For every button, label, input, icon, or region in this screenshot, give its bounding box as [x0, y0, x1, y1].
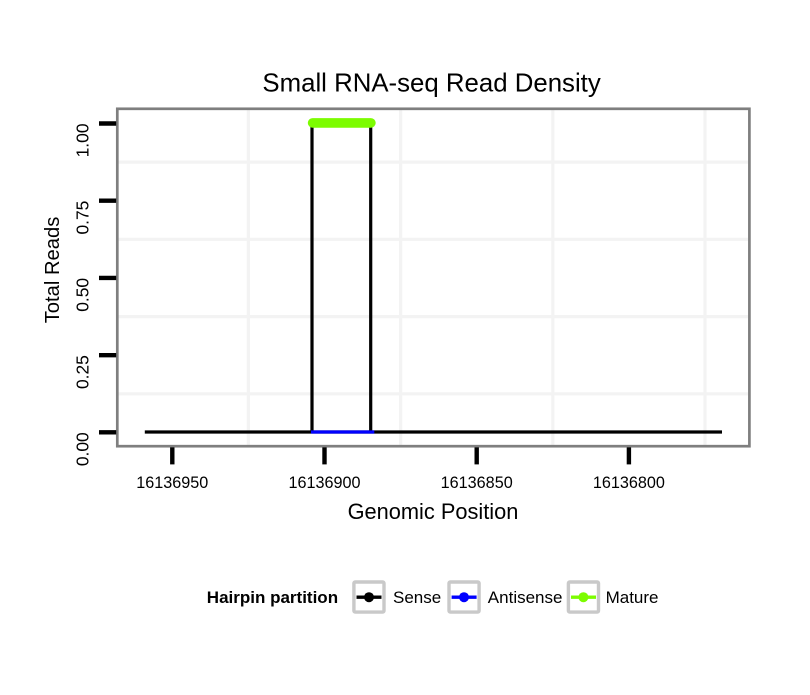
svg-text:16136850: 16136850 [441, 474, 513, 492]
svg-text:0.75: 0.75 [72, 201, 92, 235]
svg-text:Mature: Mature [606, 588, 659, 607]
svg-text:Antisense: Antisense [488, 588, 563, 607]
svg-text:16136950: 16136950 [136, 474, 208, 492]
svg-text:0.50: 0.50 [72, 278, 92, 312]
svg-text:Small RNA-seq Read Density: Small RNA-seq Read Density [262, 70, 600, 98]
svg-text:Hairpin partition: Hairpin partition [207, 588, 338, 607]
svg-text:16136800: 16136800 [593, 474, 665, 492]
svg-text:16136900: 16136900 [288, 474, 360, 492]
svg-text:0.25: 0.25 [72, 355, 92, 389]
svg-text:Total Reads: Total Reads [42, 217, 64, 324]
svg-text:0.00: 0.00 [72, 432, 92, 466]
svg-text:1.00: 1.00 [72, 124, 92, 158]
svg-text:Genomic Position: Genomic Position [348, 499, 519, 524]
svg-text:Sense: Sense [393, 588, 441, 607]
